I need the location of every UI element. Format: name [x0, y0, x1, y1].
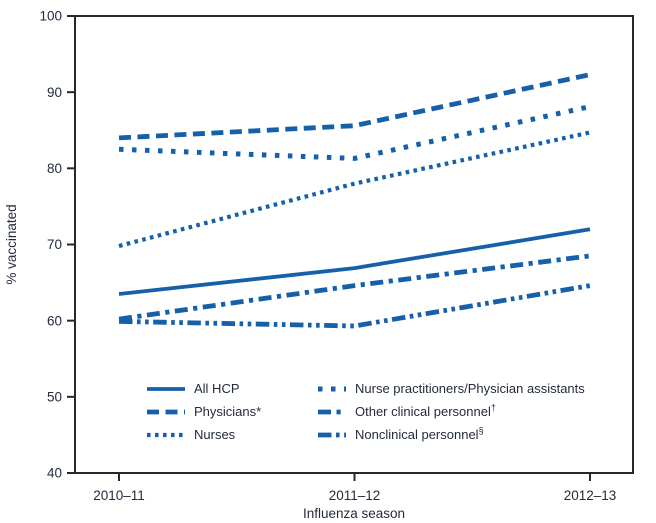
y-tick-label: 100: [39, 9, 62, 24]
legend-item-physicians: Physicians*: [147, 400, 261, 423]
chart-legend-column-2: Nurse practitioners/Physician assistants…: [318, 377, 585, 446]
x-tick-label: 2012–13: [564, 488, 617, 503]
legend-label-all-hcp: All HCP: [194, 381, 240, 396]
legend-label-other-clinical: Other clinical personnel†: [355, 402, 496, 419]
legend-swatch-dash-dot-dot-line: [318, 432, 346, 437]
legend-label-physicians: Physicians*: [194, 404, 262, 419]
chart-legend-column-1: All HCP Physicians* Nurses: [147, 377, 261, 446]
legend-item-all-hcp: All HCP: [147, 377, 261, 400]
x-tick-label: 2010–11: [93, 488, 145, 503]
x-axis-title: Influenza season: [303, 506, 405, 521]
y-tick-label: 50: [47, 390, 62, 405]
x-tick-label: 2011–12: [329, 488, 381, 503]
legend-label-nurses: Nurses: [194, 427, 236, 442]
legend-swatch-dash-dot-line: [318, 409, 346, 414]
y-tick-label: 40: [47, 466, 62, 481]
legend-item-other-clinical: Other clinical personnel†: [318, 400, 585, 423]
legend-item-np-pa: Nurse practitioners/Physician assistants: [318, 377, 585, 400]
series-line-0: [118, 227, 591, 296]
y-tick-label: 90: [47, 85, 62, 100]
legend-swatch-dotted-line: [147, 432, 185, 437]
y-tick-label: 80: [47, 161, 62, 176]
series-line-5: [118, 283, 591, 329]
legend-swatch-solid-line: [147, 386, 185, 391]
series-line-2: [118, 130, 591, 249]
series-line-4: [118, 253, 591, 322]
series-line-3: [118, 104, 591, 161]
y-axis-title: % vaccinated: [4, 204, 19, 284]
legend-swatch-square-dotted-line: [318, 386, 346, 391]
legend-item-nurses: Nurses: [147, 423, 261, 446]
series-line-1: [118, 72, 591, 141]
legend-swatch-dashed-line: [147, 409, 185, 414]
legend-label-np-pa: Nurse practitioners/Physician assistants: [355, 381, 585, 396]
legend-label-nonclinical: Nonclinical personnel§: [355, 425, 484, 442]
legend-item-nonclinical: Nonclinical personnel§: [318, 423, 585, 446]
y-tick-label: 60: [47, 313, 62, 328]
y-tick-label: 70: [47, 237, 62, 252]
